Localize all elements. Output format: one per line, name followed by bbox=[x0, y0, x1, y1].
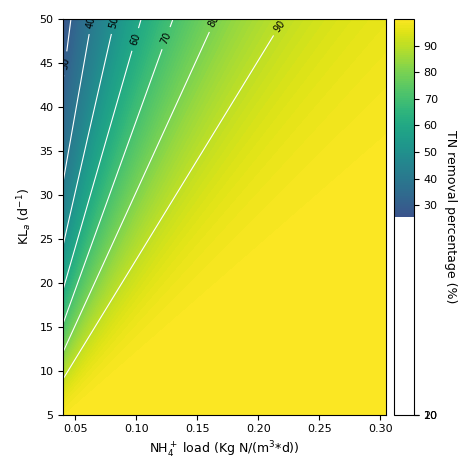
Text: 30: 30 bbox=[59, 57, 71, 70]
Y-axis label: KL$_a$ (d$^{-1}$): KL$_a$ (d$^{-1}$) bbox=[15, 188, 34, 245]
Text: 40: 40 bbox=[85, 15, 98, 29]
Y-axis label: TN removal percentage (%): TN removal percentage (%) bbox=[444, 130, 457, 304]
Text: 60: 60 bbox=[128, 32, 142, 47]
Text: 70: 70 bbox=[159, 30, 173, 46]
Text: 90: 90 bbox=[272, 18, 287, 34]
Text: 80: 80 bbox=[207, 14, 221, 29]
X-axis label: NH$_4^+$ load (Kg N/(m$^3$*d)): NH$_4^+$ load (Kg N/(m$^3$*d)) bbox=[149, 440, 300, 460]
Text: 50: 50 bbox=[108, 15, 120, 29]
